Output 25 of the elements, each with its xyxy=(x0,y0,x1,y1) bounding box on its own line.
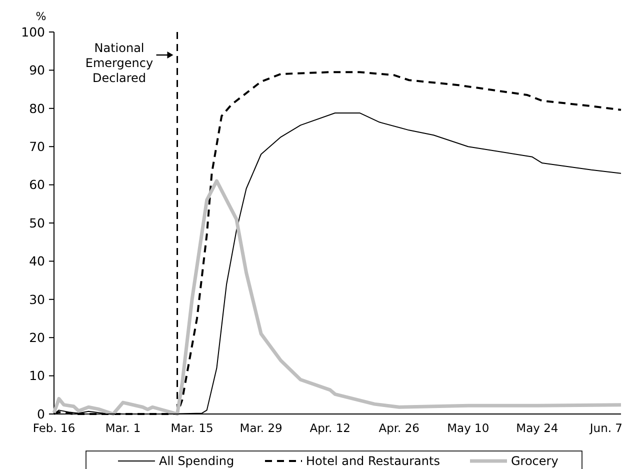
x-tick-label: Apr. 26 xyxy=(378,421,420,435)
legend-label: Grocery xyxy=(511,454,558,468)
y-tick-label: 50 xyxy=(29,215,46,230)
y-tick-label: 100 xyxy=(21,24,46,40)
y-tick-label: 0 xyxy=(37,406,46,422)
legend-label: All Spending xyxy=(159,454,234,468)
x-tick-label: Feb. 16 xyxy=(32,421,76,435)
y-tick-label: 30 xyxy=(29,292,46,307)
y-tick-label: 10 xyxy=(29,368,46,384)
y-tick-label: 60 xyxy=(29,177,46,192)
x-tick-label: Mar. 1 xyxy=(105,421,141,435)
x-tick-label: Mar. 15 xyxy=(170,421,214,435)
y-axis-title: % xyxy=(36,10,46,23)
x-tick-label: May 10 xyxy=(447,421,490,435)
y-tick-label: 70 xyxy=(29,138,46,154)
x-tick-label: May 24 xyxy=(516,421,558,435)
y-tick-label: 40 xyxy=(29,254,46,269)
legend-label: Hotel and Restaurants xyxy=(306,454,440,468)
x-tick-label: Mar. 29 xyxy=(240,421,282,435)
x-tick-label: Jun. 7 xyxy=(588,421,623,435)
y-tick-label: 20 xyxy=(29,330,46,345)
y-tick-label: 90 xyxy=(29,62,46,78)
y-tick-label: 80 xyxy=(29,100,46,116)
x-tick-label: Apr. 12 xyxy=(310,421,351,435)
ref-line-label: National Emergency Declared xyxy=(85,41,154,85)
